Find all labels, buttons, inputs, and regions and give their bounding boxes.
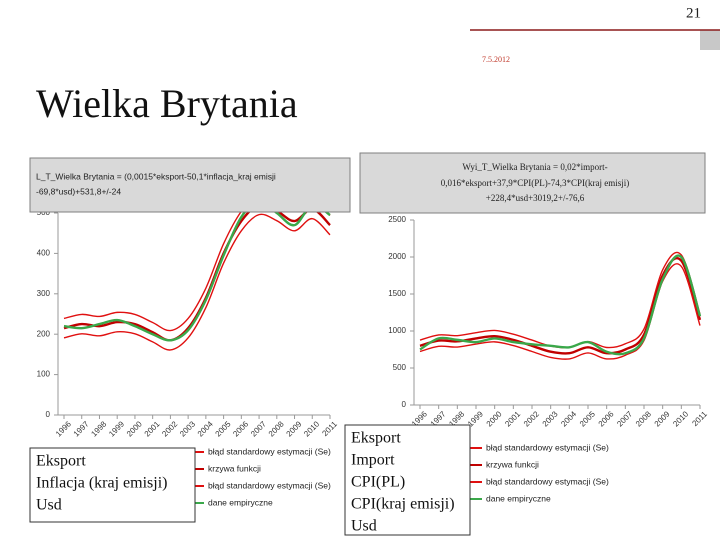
page-number: 21	[686, 5, 701, 21]
y-tick-label: 300	[37, 289, 51, 298]
legend-label: błąd standardowy estymacji (Se)	[208, 480, 331, 490]
x-tick-label: 2007	[249, 419, 268, 438]
formula-box	[359, 152, 706, 214]
formula-line: Wyi_T_Wielka Brytania = 0,02*import-	[462, 162, 607, 172]
x-tick-label: 2009	[284, 419, 303, 438]
x-tick-label: 2011	[320, 419, 339, 438]
legend-label: błąd standardowy estymacji (Se)	[486, 442, 609, 452]
series-line	[63, 194, 331, 332]
y-tick-label: 0	[46, 410, 51, 419]
x-tick-label: 2000	[125, 419, 144, 438]
series-line	[63, 199, 331, 342]
date: 7.5.2012	[482, 55, 510, 64]
variable-label: CPI(kraj emisji)	[351, 496, 455, 513]
legend-label: błąd standardowy estymacji (Se)	[486, 476, 609, 486]
formula-box	[29, 157, 351, 213]
x-tick-label: 1998	[89, 419, 108, 438]
formula-line: 0,016*eksport+37,9*CPI(PL)-74,3*CPI(kraj…	[441, 178, 630, 188]
legend-label: dane empiryczne	[486, 493, 551, 503]
x-tick-label: 2008	[267, 419, 286, 438]
x-tick-label: 1997	[72, 419, 91, 438]
y-tick-label: 500	[393, 363, 407, 372]
variable-label: CPI(PL)	[351, 474, 405, 491]
x-tick-label: 1999	[107, 419, 126, 438]
x-tick-label: 2003	[541, 409, 560, 428]
variable-label: Eksport	[36, 453, 86, 470]
series-line	[419, 254, 702, 356]
series-line	[419, 256, 702, 355]
y-tick-label: 2000	[388, 252, 406, 261]
y-tick-label: 0	[402, 400, 407, 409]
variable-label: Usd	[351, 518, 377, 535]
series-line	[419, 251, 701, 349]
variable-label: Import	[351, 452, 395, 469]
legend-label: krzywa funkcji	[486, 459, 539, 469]
x-tick-label: 2004	[559, 409, 578, 428]
x-tick-label: 2001	[503, 409, 522, 428]
x-tick-label: 2004	[196, 419, 215, 438]
x-tick-label: 2009	[653, 409, 672, 428]
x-tick-label: 2008	[634, 409, 653, 428]
y-tick-label: 1000	[388, 326, 406, 335]
y-tick-label: 2500	[388, 215, 406, 224]
series-line	[419, 263, 701, 360]
x-tick-label: 2006	[597, 409, 616, 428]
y-tick-label: 200	[37, 329, 51, 338]
legend-label: błąd standardowy estymacji (Se)	[208, 446, 331, 456]
variable-label: Eksport	[351, 430, 401, 447]
x-tick-label: 2010	[302, 419, 321, 438]
variable-label: Usd	[36, 497, 62, 514]
y-tick-label: 400	[37, 249, 51, 258]
slide-title: Wielka Brytania	[36, 81, 298, 126]
x-tick-label: 2005	[214, 419, 233, 438]
x-tick-label: 1996	[54, 419, 73, 438]
formula-line: L_T_Wielka Brytania = (0,0015*eksport-50…	[36, 171, 276, 181]
x-tick-label: 2010	[671, 409, 690, 428]
x-tick-label: 2000	[485, 409, 504, 428]
x-tick-label: 2002	[160, 419, 179, 438]
variables-box	[344, 424, 471, 536]
variables-box	[29, 447, 196, 523]
variable-label: Inflacja (kraj emisji)	[36, 475, 168, 492]
x-tick-label: 2006	[231, 419, 250, 438]
x-tick-label: 2007	[615, 409, 634, 428]
x-tick-label: 2001	[143, 419, 162, 438]
x-tick-label: 2003	[178, 419, 197, 438]
x-tick-label: 2011	[690, 409, 709, 428]
series-line	[63, 213, 331, 351]
formula-line: -69,8*usd)+531,8+/-24	[36, 186, 121, 196]
legend-label: dane empiryczne	[208, 497, 273, 507]
y-tick-label: 100	[37, 370, 51, 379]
x-tick-label: 2002	[522, 409, 541, 428]
formula-line: +228,4*usd+3019,2+/-76,6	[486, 193, 585, 203]
y-tick-label: 1500	[388, 289, 406, 298]
corner-block	[700, 30, 720, 50]
legend-label: krzywa funkcji	[208, 463, 261, 473]
y-tick-label: 500	[37, 208, 51, 217]
x-tick-label: 2005	[578, 409, 597, 428]
